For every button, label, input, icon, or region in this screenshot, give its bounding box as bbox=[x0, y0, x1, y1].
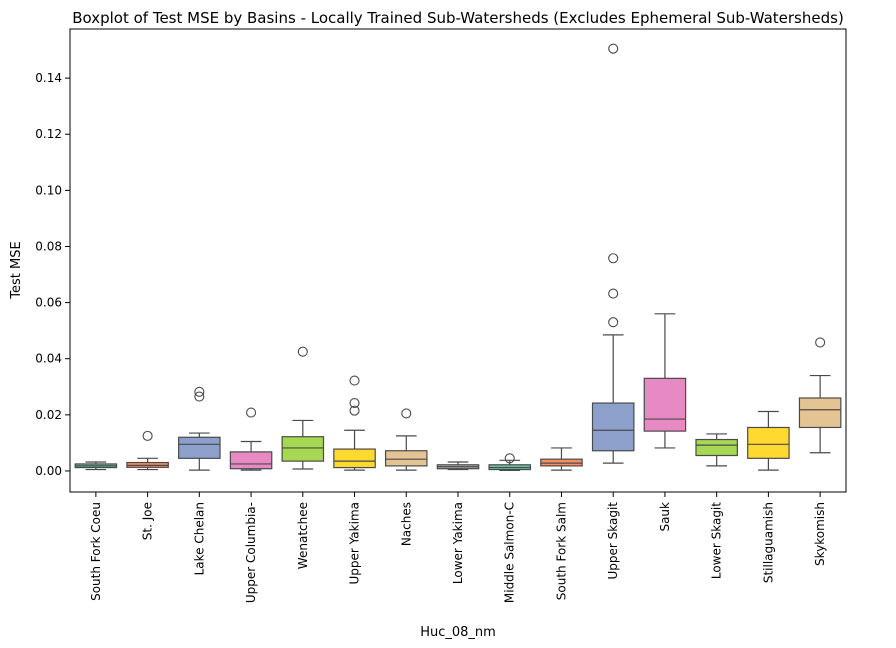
outlier-point bbox=[297, 346, 308, 357]
box-iqr bbox=[643, 377, 687, 432]
y-tick-label: 0.14 bbox=[35, 71, 62, 85]
outlier-point bbox=[608, 317, 619, 328]
box-iqr bbox=[281, 436, 325, 462]
outlier-point bbox=[608, 253, 619, 264]
box-group bbox=[178, 386, 221, 471]
box-iqr bbox=[384, 450, 428, 467]
box-group bbox=[488, 453, 532, 471]
chart-title: Boxplot of Test MSE by Basins - Locally … bbox=[72, 9, 844, 27]
x-tick-label: Upper Skagit bbox=[606, 502, 620, 580]
outlier-point bbox=[608, 43, 619, 54]
box-group bbox=[540, 447, 583, 471]
y-axis: 0.00 0.02 0.04 0.06 0.08 0.10 0.12 0.14 bbox=[35, 71, 70, 478]
x-tick-label: Upper Yakima bbox=[348, 502, 362, 585]
box-iqr bbox=[798, 397, 842, 429]
outlier-point bbox=[608, 288, 619, 299]
outlier-point bbox=[349, 397, 360, 409]
y-axis-label: Test MSE bbox=[9, 241, 24, 299]
x-tick-label: Middle Salmon-C bbox=[503, 502, 517, 603]
x-tick-label: Wenatchee bbox=[296, 502, 310, 569]
box-group bbox=[798, 337, 842, 454]
box-iqr bbox=[178, 436, 221, 459]
x-tick-label: Lake Chelan bbox=[192, 502, 206, 575]
x-tick-label: Lower Yakima bbox=[451, 502, 465, 584]
box-group bbox=[436, 461, 480, 471]
x-tick-label: Sauk bbox=[658, 502, 672, 532]
box-group bbox=[281, 346, 325, 470]
outlier-point bbox=[142, 430, 153, 441]
x-tick-label: St. Joe bbox=[141, 502, 155, 540]
x-tick-label: Stillaguamish bbox=[761, 502, 775, 583]
y-tick-label: 0.02 bbox=[35, 408, 62, 422]
box-iqr bbox=[333, 448, 376, 469]
y-tick-label: 0.00 bbox=[35, 464, 62, 478]
x-axis-label: Huc_08_nm bbox=[420, 625, 496, 640]
box-group bbox=[591, 43, 635, 464]
plot-frame bbox=[69, 28, 847, 493]
box-group bbox=[74, 461, 118, 471]
box-group bbox=[126, 430, 169, 471]
plot-area bbox=[74, 43, 842, 471]
box-group bbox=[333, 375, 376, 471]
y-tick-label: 0.04 bbox=[35, 352, 62, 366]
x-axis: South Fork Coeu St. Joe Lake Chelan Upper C… bbox=[89, 492, 827, 603]
x-tick-label: Lower Skagit bbox=[710, 502, 724, 579]
box-group bbox=[643, 313, 687, 449]
outlier-point bbox=[349, 405, 360, 416]
x-tick-label: South Fork Coeu bbox=[89, 502, 103, 601]
y-tick-label: 0.12 bbox=[35, 127, 62, 141]
box-iqr bbox=[747, 426, 790, 459]
y-tick-label: 0.08 bbox=[35, 239, 62, 253]
outlier-point bbox=[504, 453, 515, 464]
outlier-point bbox=[349, 375, 360, 386]
x-tick-label: Skykomish bbox=[813, 502, 827, 566]
box-group bbox=[747, 410, 790, 471]
x-tick-label: South Fork Salm bbox=[554, 502, 568, 600]
x-tick-label: Upper Columbia- bbox=[244, 502, 258, 603]
outlier-point bbox=[194, 386, 205, 397]
box-iqr bbox=[695, 438, 738, 457]
box-iqr bbox=[591, 402, 635, 452]
outlier-point bbox=[246, 407, 257, 418]
x-tick-label: Naches bbox=[399, 502, 413, 546]
box-group bbox=[695, 433, 738, 467]
outlier-point bbox=[815, 337, 826, 348]
box-group bbox=[384, 408, 428, 471]
outlier-point bbox=[401, 408, 412, 419]
y-tick-label: 0.10 bbox=[35, 183, 62, 197]
y-tick-label: 0.06 bbox=[35, 296, 62, 310]
box-iqr bbox=[229, 451, 273, 470]
outlier-point bbox=[194, 391, 205, 402]
box-group bbox=[229, 407, 273, 471]
